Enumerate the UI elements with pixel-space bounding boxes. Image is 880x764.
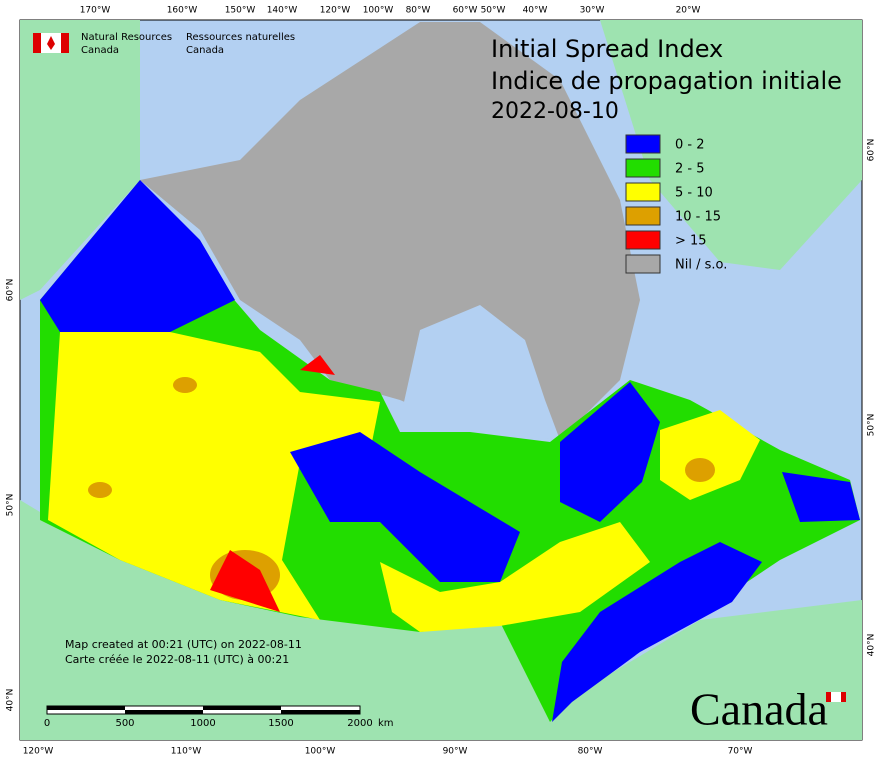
legend-label: 2 - 5: [675, 162, 705, 177]
lon-label: 30°W: [580, 6, 605, 16]
note: Carte créée le 2022-08-11 (UTC) à 00:21: [65, 653, 289, 666]
country-fr: Canada: [186, 45, 224, 56]
scale-label: 1500: [268, 718, 293, 729]
lon-label: 120°W: [320, 6, 351, 16]
lat-label: 50°N: [6, 494, 16, 517]
lon-label: 50°W: [481, 6, 506, 16]
legend-label: 10 - 15: [675, 210, 721, 225]
legend-label: Nil / s.o.: [675, 258, 727, 273]
lat-label: 40°N: [867, 634, 877, 657]
lon-label: 150°W: [225, 6, 256, 16]
title-fr: Indice de propagation initiale: [491, 67, 842, 95]
scale-unit: km: [378, 718, 394, 729]
title: Initial Spread Index: [491, 35, 723, 63]
lon-label: 160°W: [167, 6, 198, 16]
legend-swatch: [625, 230, 661, 250]
lat-label: 40°N: [6, 689, 16, 712]
canada-wordmark: Canada: [690, 684, 828, 735]
legend-label: > 15: [675, 234, 707, 249]
legend-swatch: [625, 254, 661, 274]
lon-label: 40°W: [523, 6, 548, 16]
legend-swatch: [625, 158, 661, 178]
note: Map created at 00:21 (UTC) on 2022-08-11: [65, 638, 302, 651]
scale-label: 2000: [347, 718, 372, 729]
lon-label: 140°W: [267, 6, 298, 16]
lon-label: 20°W: [676, 6, 701, 16]
agency-en: Natural Resources: [81, 32, 172, 43]
lat-label: 50°N: [867, 414, 877, 437]
lon-label: 100°W: [305, 747, 336, 757]
legend-swatch: [625, 134, 661, 154]
legend-swatch: [625, 182, 661, 202]
scale-label: 0: [44, 718, 50, 729]
wordmark: Canada: [690, 684, 846, 735]
lon-label: 100°W: [363, 6, 394, 16]
lon-label: 80°W: [578, 747, 603, 757]
country-en: Canada: [81, 45, 119, 56]
agency-fr: Ressources naturelles: [186, 32, 295, 43]
scale-bar: 0 500 1000 1500 2000 km: [44, 705, 394, 729]
scale-label: 1000: [190, 718, 215, 729]
graticule: 170°W 160°W 150°W 140°W 120°W 100°W 80°W 60°W 50…: [6, 6, 877, 757]
lon-label: 90°W: [443, 747, 468, 757]
lon-label: 60°W: [453, 6, 478, 16]
lat-label: 60°N: [6, 279, 16, 302]
lat-label: 60°N: [867, 139, 877, 162]
lon-label: 70°W: [728, 747, 753, 757]
basemap: [20, 20, 862, 740]
lon-label: 170°W: [80, 6, 111, 16]
lon-label: 110°W: [171, 747, 202, 757]
legend-label: 0 - 2: [675, 138, 705, 153]
scale-label: 500: [115, 718, 134, 729]
nrcan-logo: Natural Resources Canada Ressources natu…: [33, 32, 295, 56]
lon-label: 120°W: [23, 747, 54, 757]
legend-swatch: [625, 206, 661, 226]
lon-label: 80°W: [406, 6, 431, 16]
legend: 0 - 2 2 - 5 5 - 10 10 - 15 > 15 Nil / s.o.: [625, 134, 727, 274]
date: 2022-08-10: [491, 99, 619, 124]
legend-label: 5 - 10: [675, 186, 713, 201]
